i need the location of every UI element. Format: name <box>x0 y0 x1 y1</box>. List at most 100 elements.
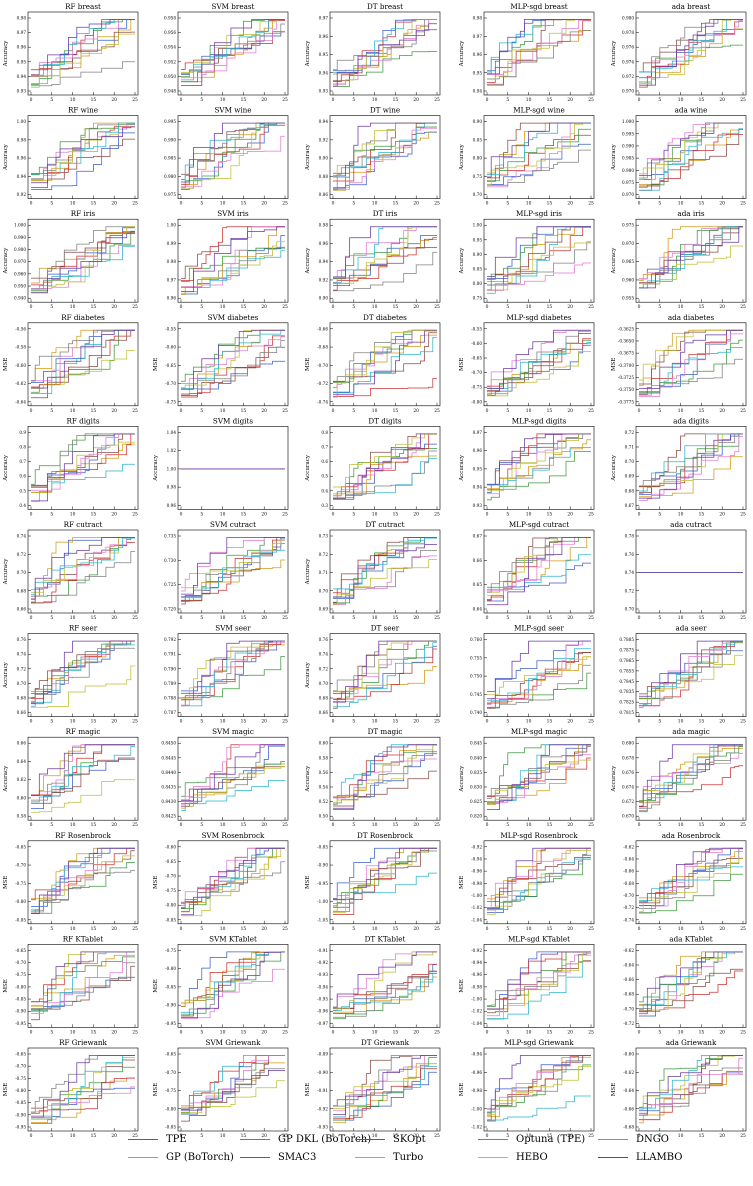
series-line-optuna-tpe <box>31 647 135 704</box>
panel-rf-rosenbrock: RF Rosenbrock MSE -0.85 -0.80 -0.75 -0.70 -0.6… <box>3 831 139 932</box>
series-line-tpe <box>333 964 437 1009</box>
x-tick-label: 25 <box>740 512 746 517</box>
series-line-llambo <box>181 329 285 390</box>
panel-svm-griewank: SVM Griewank MSE -0.85 -0.80 -0.75 -0.70 -0.65… <box>153 1038 289 1139</box>
x-tick-label: 5 <box>506 512 509 517</box>
panel-mlp-sgd-griewank: MLP-sgd Griewank MSE -1.02 -1.00 -0.98 -0.96 -… <box>459 1038 595 1139</box>
y-axis-label: MSE <box>3 1083 9 1096</box>
series-line-skopt <box>333 332 437 382</box>
x-tick-label: 20 <box>111 409 117 414</box>
y-tick-label: -1.02 <box>471 1009 482 1014</box>
x-tick-label: 5 <box>200 823 203 828</box>
series-line-smac3 <box>639 134 743 187</box>
x-tick-label: 20 <box>719 1134 725 1139</box>
panel-title: ada KTablet <box>669 934 712 943</box>
x-tick-label: 15 <box>547 512 553 517</box>
series-line-tpe <box>639 744 743 803</box>
series-line-optuna-tpe <box>31 329 135 381</box>
y-tick-label: 0.60 <box>17 795 27 800</box>
x-tick-label: 20 <box>111 616 117 621</box>
series-line-smac3 <box>181 335 285 398</box>
series-line-hebo <box>31 441 135 493</box>
series-line-dngo <box>31 847 135 911</box>
series-line-gp-botorch <box>487 343 591 396</box>
legend-item-gp-dkl-botorch: GP DKL (BoTorch) <box>240 1134 371 1145</box>
y-tick-label: 0.70 <box>319 588 329 593</box>
panel-title: SVM Griewank <box>206 1038 262 1047</box>
x-tick-label: 15 <box>91 305 97 310</box>
y-tick-label: 0.70 <box>625 607 635 612</box>
y-tick-label: 0.95 <box>473 466 483 471</box>
y-tick-label: 0.96 <box>319 241 329 246</box>
y-tick-label: -0.64 <box>15 399 26 404</box>
series-line-llambo <box>487 433 591 485</box>
y-tick-label: -0.65 <box>165 1052 176 1057</box>
y-tick-label: 0.58 <box>17 814 27 819</box>
x-tick-label: 10 <box>678 616 684 621</box>
y-tick-label: -0.91 <box>317 1088 328 1093</box>
y-tick-label: -0.90 <box>15 1112 26 1117</box>
series-line-llambo <box>333 226 437 278</box>
series-line-dngo <box>333 337 437 394</box>
series-line-smac3 <box>31 19 135 75</box>
x-tick-label: 5 <box>658 98 661 103</box>
x-tick-label: 25 <box>282 823 288 828</box>
y-tick-label: 0.8430 <box>161 799 176 804</box>
panel-svm-ktablet: SVM KTablet MSE -0.95 -0.90 -0.85 -0.80 -0.75 0… <box>153 934 289 1035</box>
x-tick-label: 0 <box>180 305 183 310</box>
series-line-tpe <box>487 1055 591 1114</box>
x-tick-label: 0 <box>332 823 335 828</box>
x-tick-label: 0 <box>30 409 33 414</box>
y-tick-label: -0.75 <box>165 948 176 953</box>
x-tick-label: 0 <box>180 720 183 725</box>
y-tick-label: 0.93 <box>319 89 329 94</box>
y-tick-label: -0.58 <box>15 345 26 350</box>
series-line-gp-botorch <box>639 28 743 86</box>
x-tick-label: 20 <box>111 1030 117 1035</box>
series-line-tpe <box>31 132 135 190</box>
x-tick-label: 20 <box>261 823 267 828</box>
x-tick-label: 15 <box>241 823 247 828</box>
x-tick-label: 10 <box>678 1134 684 1139</box>
x-tick-label: 20 <box>567 305 573 310</box>
y-tick-label: 0.98 <box>319 223 329 228</box>
series-line-optuna-tpe <box>639 640 743 706</box>
series-line-dngo <box>333 537 437 590</box>
series-line-turbo <box>333 951 437 1011</box>
plot-frame <box>329 11 441 96</box>
y-tick-label: -0.70 <box>165 1070 176 1075</box>
x-tick-label: 25 <box>434 823 440 828</box>
panel-title: SVM iris <box>217 209 249 218</box>
y-tick-label: 0.7885 <box>619 637 634 642</box>
series-line-optuna-tpe <box>31 551 135 604</box>
y-tick-label: 0.755 <box>470 655 482 660</box>
y-tick-label: -0.85 <box>165 1125 176 1130</box>
x-tick-label: 25 <box>282 1134 288 1139</box>
series-line-gp-dkl-botorch <box>31 537 135 603</box>
series-line-turbo <box>487 19 591 75</box>
series-line-turbo <box>487 262 591 291</box>
x-tick-label: 0 <box>30 823 33 828</box>
y-tick-label: -0.80 <box>15 984 26 989</box>
y-tick-label: -0.80 <box>15 1088 26 1093</box>
panel-svm-diabetes: SVM diabetes MSE -0.75 -0.70 -0.65 -0.60 -0.55… <box>153 313 289 414</box>
series-line-llambo <box>333 122 437 177</box>
series-line-gp-dkl-botorch <box>31 19 135 85</box>
plot-frame <box>483 11 595 96</box>
panel-title: DT magic <box>368 727 403 736</box>
y-tick-label: 0.7855 <box>619 668 634 673</box>
x-tick-label: 15 <box>393 98 399 103</box>
y-tick-label: 0.791 <box>164 652 176 657</box>
plot-frame <box>177 840 289 925</box>
plot-frame <box>329 218 441 303</box>
panel-rf-breast: RF breast Accuracy 0.93 0.94 0.95 0.96 0.97 0.9… <box>3 2 139 103</box>
x-tick-label: 15 <box>547 720 553 725</box>
y-axis-label: Accuracy <box>3 661 9 689</box>
panel-title: SVM seer <box>215 624 251 633</box>
panel-title: SVM magic <box>212 727 254 736</box>
x-tick-label: 5 <box>200 720 203 725</box>
y-axis-label: Accuracy <box>305 558 311 586</box>
series-line-llambo <box>31 744 135 796</box>
x-tick-label: 5 <box>506 98 509 103</box>
y-tick-label: -0.3775 <box>618 399 634 404</box>
